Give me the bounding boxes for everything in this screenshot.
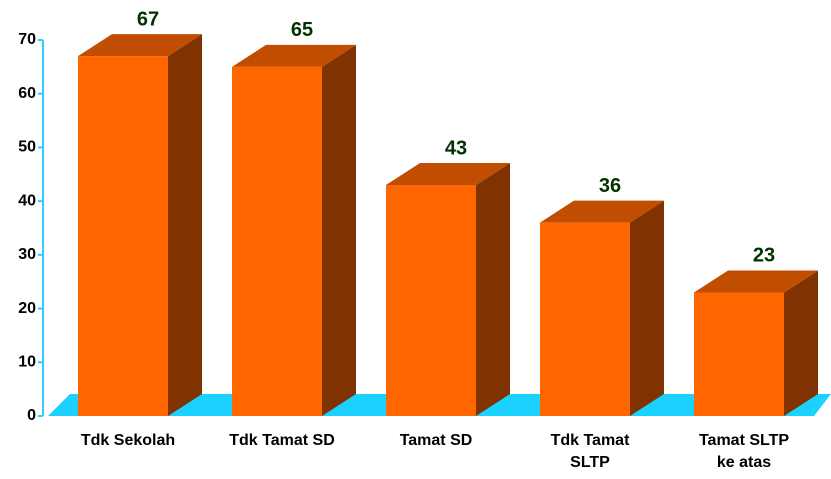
y-tick-label: 40 xyxy=(18,192,36,209)
bar-top xyxy=(386,163,510,186)
y-tick-label: 0 xyxy=(27,407,36,424)
bar xyxy=(540,222,630,416)
y-tick-label: 60 xyxy=(18,85,36,102)
bar-top xyxy=(540,200,664,223)
x-tick-label: Tdk Tamat SD xyxy=(229,432,335,449)
x-tick-label: Tamat SD xyxy=(399,432,473,449)
y-tick-label: 30 xyxy=(18,246,36,263)
y-tick-label: 50 xyxy=(18,139,36,156)
bar xyxy=(78,56,168,416)
value-label: 23 xyxy=(753,245,775,267)
value-label: 36 xyxy=(599,175,621,197)
x-tick-label: Tdk Tamat SLTP xyxy=(550,432,630,471)
bar-side xyxy=(630,200,664,416)
bar-side xyxy=(168,34,202,416)
y-tick-label: 70 xyxy=(18,31,36,48)
bar-side xyxy=(322,44,356,416)
value-label: 43 xyxy=(445,137,467,159)
x-tick-label: Tamat SLTP ke atas xyxy=(698,432,790,471)
y-tick-label: 10 xyxy=(18,354,36,371)
bar-top xyxy=(694,270,818,293)
x-tick-label: Tdk Sekolah xyxy=(80,432,176,449)
bar-side xyxy=(784,270,818,416)
bar xyxy=(694,292,784,416)
bar-top xyxy=(78,34,202,57)
bar xyxy=(386,185,476,416)
bar xyxy=(232,66,322,416)
value-label: 67 xyxy=(137,8,159,30)
value-label: 65 xyxy=(291,19,313,41)
bar-top xyxy=(232,44,356,67)
bar-side xyxy=(476,163,510,416)
y-tick-label: 20 xyxy=(18,300,36,317)
